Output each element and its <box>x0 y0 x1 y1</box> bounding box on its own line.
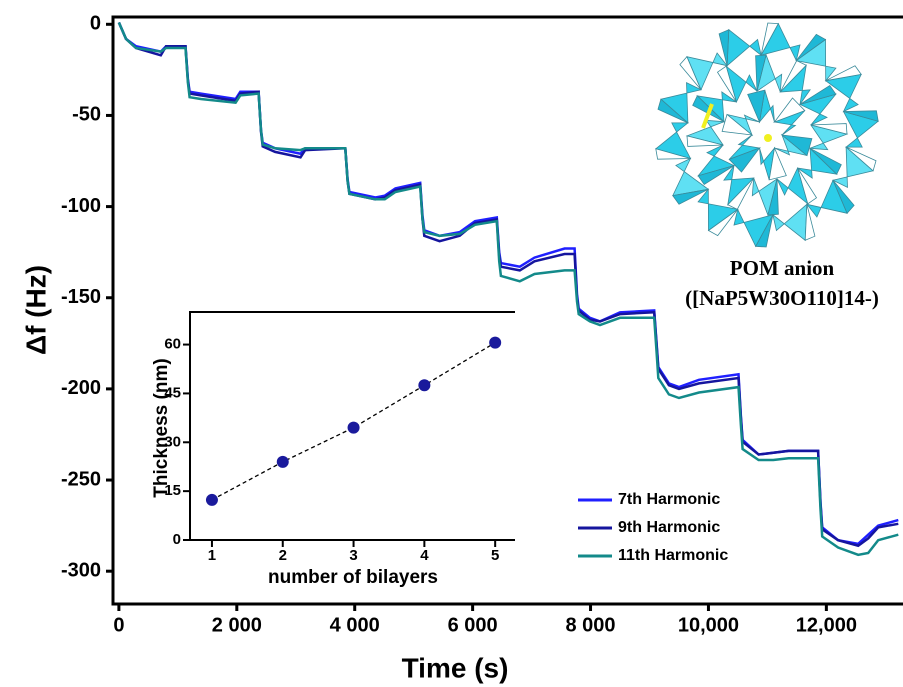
y-tick-label: 0 <box>90 13 101 35</box>
y-tick-label: -50 <box>72 104 101 126</box>
legend-label: 11th Harmonic <box>618 547 728 564</box>
sodium-atom <box>764 134 772 142</box>
y-axis-title: Δf (Hz) <box>20 265 51 355</box>
point <box>348 422 360 434</box>
legend-label: 9th Harmonic <box>618 519 720 536</box>
y-tick-label: -300 <box>61 559 101 581</box>
x-tick-label: 2 <box>279 547 287 564</box>
x-tick-label: 10,000 <box>678 614 739 636</box>
trend-line <box>212 343 495 500</box>
y-tick-label: -150 <box>61 286 101 308</box>
x-tick-label: 5 <box>491 547 499 564</box>
y-tick-label: -100 <box>61 195 101 217</box>
pom-illustration <box>656 23 878 247</box>
x-axis-title: Time (s) <box>402 652 509 683</box>
x-tick-label: 1 <box>208 547 216 564</box>
y-axis-title: Thickness (nm) <box>151 358 172 497</box>
legend-label: 7th Harmonic <box>618 491 720 508</box>
point <box>206 494 218 506</box>
x-tick-label: 6 000 <box>448 614 498 636</box>
y-tick-label: 0 <box>173 531 181 548</box>
point <box>418 379 430 391</box>
point <box>489 337 501 349</box>
point <box>277 456 289 468</box>
x-tick-label: 12,000 <box>796 614 857 636</box>
axis-frame <box>113 17 903 604</box>
x-tick-label: 0 <box>113 614 124 636</box>
x-tick-label: 4 <box>420 547 429 564</box>
x-tick-label: 8 000 <box>566 614 616 636</box>
y-tick-label: -250 <box>61 468 101 490</box>
x-tick-label: 3 <box>349 547 357 564</box>
annotation: POM anion <box>730 256 835 280</box>
chart: 0 2 000 4 000 6 000 8 000 10,000 12,000 0 -50 -10… <box>0 0 903 687</box>
x-tick-label: 4 000 <box>330 614 380 636</box>
x-axis-title: number of bilayers <box>268 567 438 588</box>
main-plot: 0 2 000 4 000 6 000 8 000 10,000 12,000 0 -50 -10… <box>20 13 903 684</box>
annotation: ([NaP5W30O110]14-) <box>685 286 879 310</box>
x-tick-label: 2 000 <box>212 614 262 636</box>
y-tick-label: -200 <box>61 377 101 399</box>
y-tick-label: 60 <box>164 336 181 353</box>
